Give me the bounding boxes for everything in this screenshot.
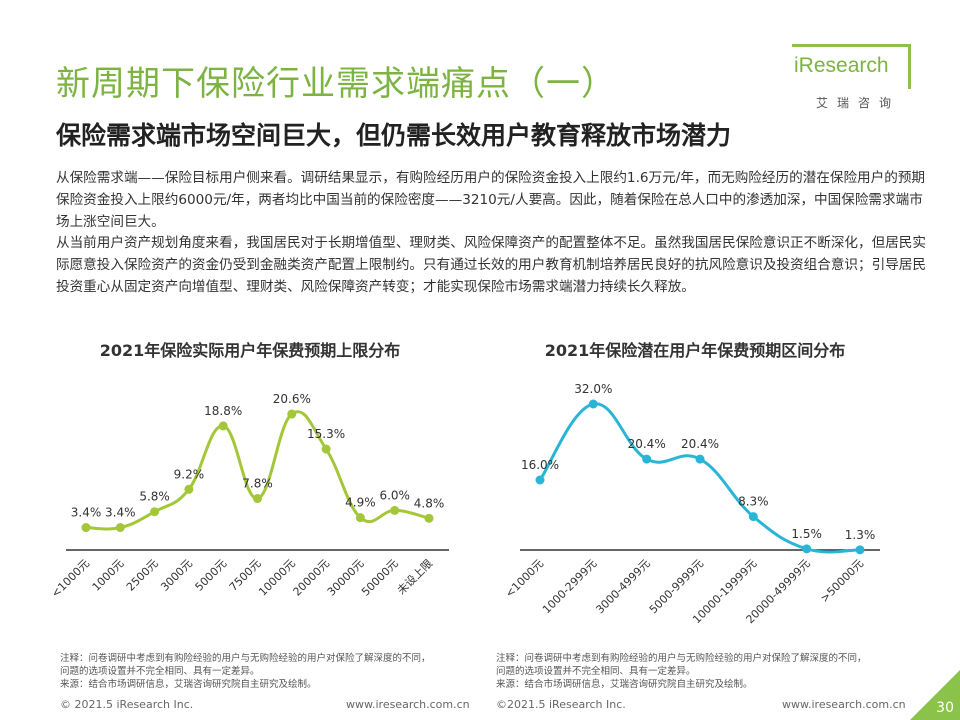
page-number: 30 xyxy=(936,700,954,716)
right-chart-data-label: 32.0% xyxy=(574,382,612,396)
logo-frame xyxy=(792,44,911,89)
left-chart-data-label: 18.8% xyxy=(204,404,242,418)
right-chart-title: 2021年保险潜在用户年保费预期区间分布 xyxy=(544,341,846,360)
right-chart-data-label: 1.5% xyxy=(791,527,822,541)
right-chart-tick-label: 3000-4999元 xyxy=(593,557,652,616)
left-chart-data-label: 5.8% xyxy=(139,490,170,504)
left-chart-tick-label: 30000元 xyxy=(325,557,367,599)
left-chart-tick-label: 5000元 xyxy=(193,557,230,594)
left-chart-tick-label: 10000元 xyxy=(256,557,298,599)
left-chart-tick-label: 50000元 xyxy=(359,557,401,599)
left-chart-data-point xyxy=(287,409,297,419)
left-chart-tick-label: 3000元 xyxy=(158,557,195,594)
left-chart-data-label: 3.4% xyxy=(105,506,135,520)
right-chart-data-point xyxy=(748,512,758,522)
right-note: 注释：问卷调研中考虑到有购险经验的用户与无购险经验的用户对保险了解深度的不同， … xyxy=(496,652,916,691)
left-chart-tick-label: 20000元 xyxy=(291,557,333,599)
right-chart-tick-label: <1000元 xyxy=(503,557,546,600)
right-chart-data-label: 20.4% xyxy=(681,437,719,451)
right-note-line: 注释：问卷调研中考虑到有购险经验的用户与无购险经验的用户对保险了解深度的不同， xyxy=(496,653,867,664)
footer-url-left[interactable]: www.iresearch.com.cn xyxy=(346,698,470,711)
left-chart-data-point xyxy=(424,513,434,523)
left-chart-tick-label: 未设上限 xyxy=(395,557,435,597)
page-title: 新周期下保险行业需求端痛点（一） xyxy=(56,64,616,104)
left-note-line: 来源：结合市场调研信息，艾瑞咨询研究院自主研究及绘制。 xyxy=(60,679,317,690)
left-chart-data-label: 15.3% xyxy=(307,427,345,441)
page-corner-decoration xyxy=(910,670,960,720)
left-chart-data-label: 20.6% xyxy=(273,392,311,406)
left-note-line: 注释：问卷调研中考虑到有购险经验的用户与无购险经验的用户对保险了解深度的不同， xyxy=(60,653,431,664)
logo-cn-text: 艾瑞咨询 xyxy=(816,96,901,110)
left-chart-data-point xyxy=(253,494,262,504)
left-chart-tick-label: <1000元 xyxy=(49,557,92,600)
left-chart-data-point xyxy=(115,523,125,533)
left-chart-data-point xyxy=(150,507,160,517)
left-chart-tick-label: 2500元 xyxy=(124,557,161,594)
left-chart-title: 2021年保险实际用户年保费预期上限分布 xyxy=(99,341,401,360)
left-chart-data-point xyxy=(390,505,400,515)
left-note: 注释：问卷调研中考虑到有购险经验的用户与无购险经验的用户对保险了解深度的不同， … xyxy=(60,652,480,691)
left-chart-data-point xyxy=(321,444,331,454)
right-chart-data-point xyxy=(802,544,812,554)
left-chart-data-point xyxy=(81,523,91,533)
left-chart-data-point xyxy=(218,421,228,431)
logo-text: iResearch xyxy=(794,54,889,77)
left-chart-data-point xyxy=(184,484,194,494)
left-chart-data-label: 3.4% xyxy=(71,506,102,520)
right-chart-data-label: 20.4% xyxy=(628,437,666,451)
left-chart-data-point xyxy=(355,513,365,523)
left-chart-series-line xyxy=(85,410,430,531)
right-chart-data-label: 1.3% xyxy=(845,528,876,542)
footer-copyright-right: ©2021.5 iResearch Inc. xyxy=(496,698,626,711)
right-chart-data-point xyxy=(855,545,865,555)
right-chart-data-label: 16.0% xyxy=(521,458,559,472)
iresearch-logo: iResearch 艾瑞咨询 xyxy=(792,44,928,114)
footer-copyright-left: © 2021.5 iResearch Inc. xyxy=(60,698,194,711)
left-chart-data-label: 7.8% xyxy=(242,477,273,491)
right-note-line: 问题的选项设置并不完全相同、具有一定差异。 xyxy=(496,666,696,677)
left-chart-data-label: 4.9% xyxy=(345,496,376,510)
right-chart-data-point xyxy=(695,454,705,464)
right-note-line: 来源：结合市场调研信息，艾瑞咨询研究院自主研究及绘制。 xyxy=(496,679,753,690)
left-chart-data-label: 4.8% xyxy=(414,496,445,510)
right-chart-data-label: 8.3% xyxy=(738,495,769,509)
right-line-chart: 16.0% <1000元 32.0% 1000-2999元 20.4% 3000-4999… xyxy=(503,382,880,626)
footer-url-right[interactable]: www.iresearch.com.cn xyxy=(782,698,906,711)
right-chart-data-point xyxy=(642,454,652,464)
left-note-line: 问题的选项设置并不完全相同、具有一定差异。 xyxy=(60,666,260,677)
right-chart-tick-label: 1000-2999元 xyxy=(540,557,599,616)
left-chart-data-label: 6.0% xyxy=(379,488,410,502)
body-text: 从保险需求端——保险目标用户侧来看。调研结果显示，有购险经历用户的保险资金投入上… xyxy=(56,168,928,299)
right-chart-tick-label: >50000元 xyxy=(818,557,866,605)
paragraph-1: 从保险需求端——保险目标用户侧来看。调研结果显示，有购险经历用户的保险资金投入上… xyxy=(56,170,926,230)
left-chart-tick-label: 1000元 xyxy=(90,557,127,594)
right-chart-data-point xyxy=(588,399,598,409)
right-chart-tick-label: 5000-9999元 xyxy=(647,557,706,616)
page-subtitle: 保险需求端市场空间巨大，但仍需长效用户教育释放市场潜力 xyxy=(56,121,732,150)
left-line-chart: 3.4% <1000元 3.4% 1000元 5.8% 2500元 9.2% 3000元 18.… xyxy=(49,392,449,600)
right-chart-data-point xyxy=(535,475,545,485)
paragraph-2: 从当前用户资产规划角度来看，我国居民对于长期增值型、理财类、风险保障资产的配置整… xyxy=(56,235,926,295)
left-chart-data-label: 9.2% xyxy=(174,467,205,481)
